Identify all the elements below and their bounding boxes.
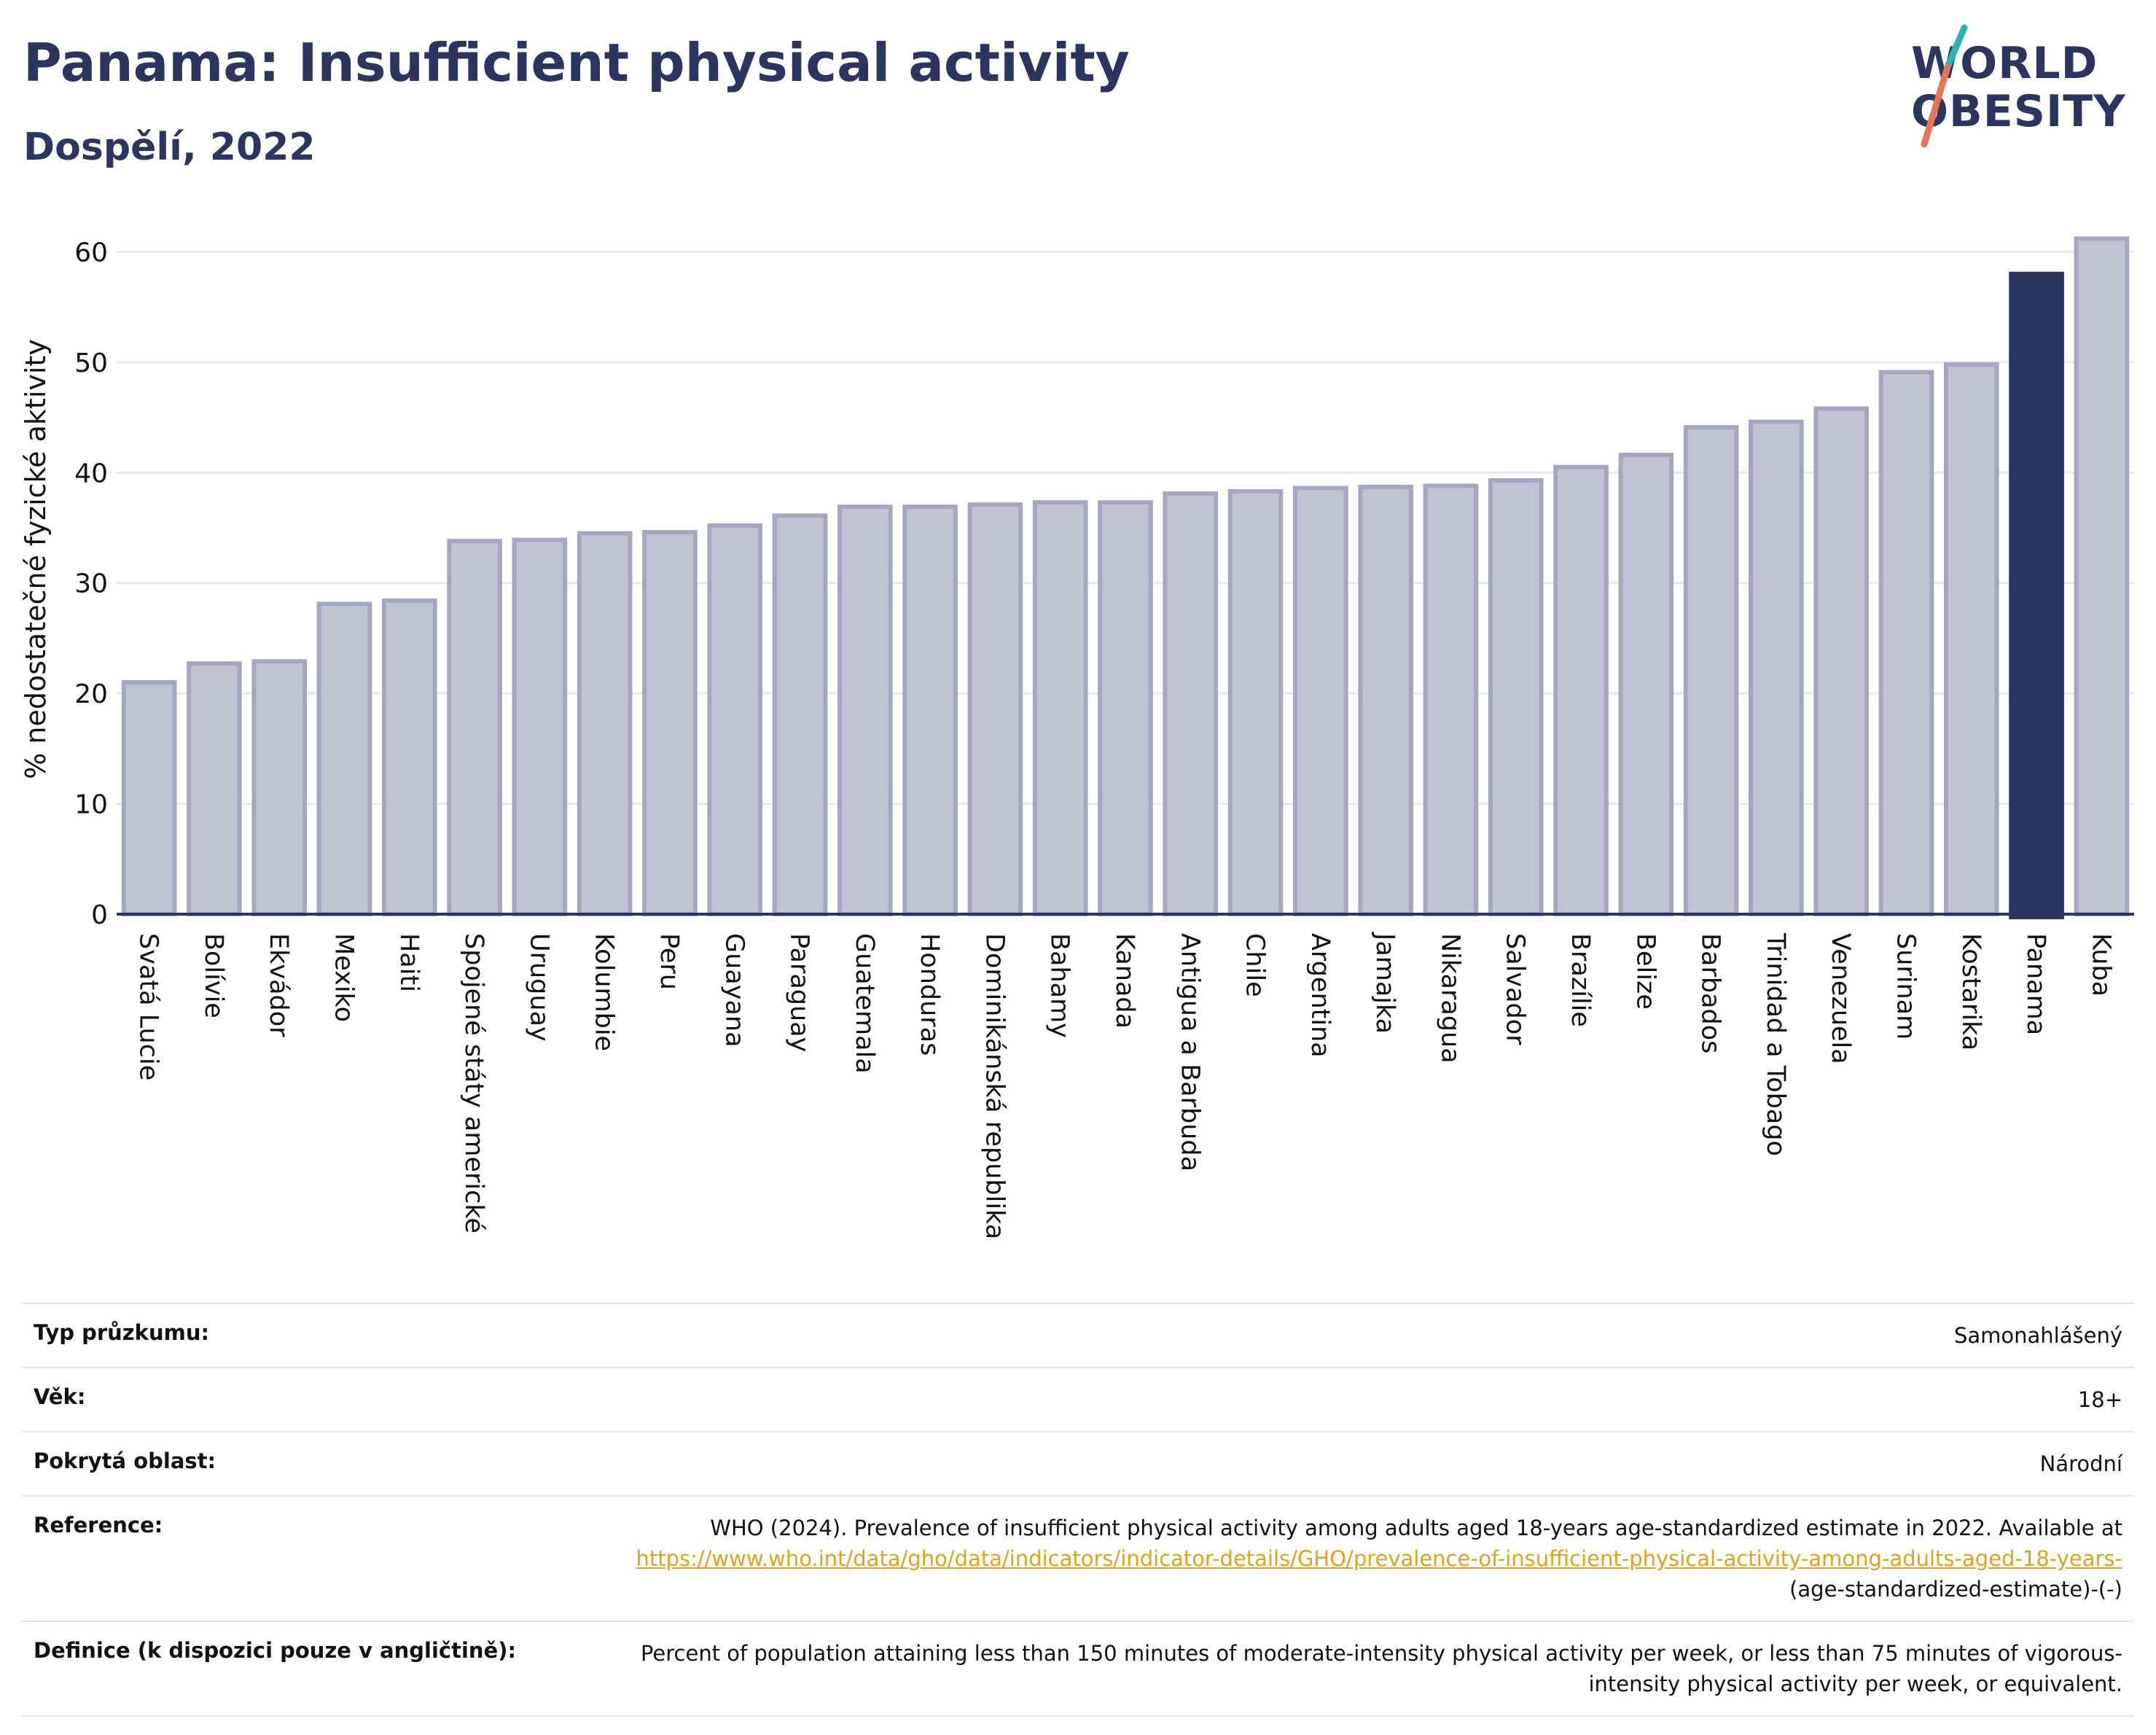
bar bbox=[316, 601, 372, 916]
x-tick-label: Nikaragua bbox=[1435, 933, 1464, 1064]
bar bbox=[707, 523, 763, 916]
bar bbox=[1878, 370, 1934, 916]
meta-row-area: Pokrytá oblast: Národní bbox=[22, 1431, 2134, 1497]
metadata-table: Typ průzkumu: Samonahlášený Věk: 18+ Pok… bbox=[22, 1303, 2134, 1717]
meta-key: Reference: bbox=[22, 1495, 599, 1622]
bar bbox=[187, 661, 242, 916]
y-axis-ticks: 0 10 20 30 40 50 60 bbox=[74, 238, 108, 930]
bar bbox=[2009, 271, 2064, 919]
x-tick-label: Kolumbie bbox=[590, 933, 619, 1051]
bar bbox=[1293, 486, 1348, 916]
reference-suffix: (age-standardized-estimate)-(-) bbox=[1789, 1577, 2122, 1602]
meta-value: 18+ bbox=[599, 1367, 2134, 1432]
meta-key: Typ průzkumu: bbox=[22, 1303, 599, 1368]
bar bbox=[447, 539, 502, 916]
x-tick-label: Brazílie bbox=[1566, 933, 1595, 1027]
x-tick-label: Bolívie bbox=[199, 933, 228, 1018]
bar bbox=[1813, 406, 1870, 916]
bar bbox=[1749, 419, 1804, 916]
meta-key: Definice (k dispozici pouze v angličtině… bbox=[22, 1621, 599, 1717]
y-tick-label: 10 bbox=[74, 790, 108, 820]
bar bbox=[1227, 489, 1284, 916]
x-tick-label: Antigua a Barbuda bbox=[1175, 933, 1204, 1171]
y-tick-label: 50 bbox=[74, 348, 108, 378]
meta-value: Samonahlášený bbox=[599, 1303, 2134, 1368]
bar bbox=[2074, 236, 2130, 916]
x-tick-label: Peru bbox=[655, 933, 684, 990]
x-tick-label: Haiti bbox=[394, 933, 423, 992]
y-tick-label: 0 bbox=[91, 900, 108, 930]
x-tick-label: Bahamy bbox=[1045, 933, 1074, 1038]
meta-value: WHO (2024). Prevalence of insufficient p… bbox=[599, 1495, 2134, 1622]
bar bbox=[902, 504, 958, 916]
reference-link[interactable]: https://www.who.int/data/gho/data/indica… bbox=[636, 1546, 2122, 1571]
bar bbox=[642, 530, 698, 916]
world-obesity-logo: WORLD OBESITY bbox=[1895, 22, 2136, 153]
bar bbox=[1163, 491, 1219, 916]
bar bbox=[1358, 484, 1413, 916]
bar bbox=[1098, 500, 1153, 916]
meta-row-age: Věk: 18+ bbox=[22, 1367, 2134, 1432]
x-tick-label: Kostarika bbox=[1956, 933, 1985, 1050]
meta-key: Pokrytá oblast: bbox=[22, 1431, 599, 1497]
bar bbox=[1553, 464, 1609, 916]
x-axis-labels: Svatá Lucie Bolívie Ekvádor Mexiko Haiti Spoj… bbox=[134, 932, 2116, 1239]
bar bbox=[121, 680, 177, 916]
bar bbox=[1683, 425, 1739, 916]
bar bbox=[1032, 500, 1088, 916]
bar bbox=[381, 598, 437, 916]
y-tick-label: 30 bbox=[74, 569, 108, 599]
logo-text-line2: OBESITY bbox=[1911, 86, 2126, 137]
meta-value: Percent of population attaining less tha… bbox=[599, 1621, 2134, 1717]
chart-subtitle: Dospělí, 2022 bbox=[23, 125, 316, 169]
y-tick-label: 60 bbox=[74, 238, 108, 268]
x-tick-label: Honduras bbox=[915, 933, 944, 1056]
x-tick-label: Uruguay bbox=[524, 933, 553, 1042]
logo-slash-icon bbox=[1921, 24, 1968, 148]
y-tick-label: 40 bbox=[74, 459, 108, 488]
bar bbox=[1943, 362, 1999, 916]
x-tick-label: Panama bbox=[2021, 933, 2050, 1035]
x-tick-label: Guatemala bbox=[850, 933, 879, 1074]
bar bbox=[837, 504, 893, 916]
x-tick-label: Kanada bbox=[1110, 933, 1139, 1029]
bar bbox=[577, 531, 633, 917]
meta-row-survey-type: Typ průzkumu: Samonahlášený bbox=[22, 1303, 2134, 1368]
meta-row-definition: Definice (k dispozici pouze v angličtině… bbox=[22, 1621, 2134, 1717]
bar bbox=[772, 513, 828, 917]
x-tick-label: Svatá Lucie bbox=[134, 933, 163, 1080]
x-tick-label: Argentina bbox=[1305, 933, 1335, 1058]
x-tick-label: Belize bbox=[1630, 933, 1660, 1010]
x-tick-label: Guayana bbox=[719, 933, 749, 1048]
x-tick-label: Paraguay bbox=[785, 933, 814, 1052]
bar bbox=[1423, 483, 1479, 916]
chart-title: Panama: Insufficient physical activity bbox=[23, 32, 1130, 93]
bar bbox=[251, 659, 308, 916]
x-tick-label: Kuba bbox=[2086, 933, 2115, 997]
x-tick-label: Barbados bbox=[1696, 933, 1725, 1053]
meta-value: Národní bbox=[599, 1431, 2134, 1497]
meta-key: Věk: bbox=[22, 1367, 599, 1432]
x-tick-label: Salvador bbox=[1501, 933, 1530, 1045]
chart-bars bbox=[121, 236, 2130, 919]
y-axis-label: % nedostatečné fyzické aktivity bbox=[20, 339, 52, 779]
bar bbox=[512, 537, 568, 916]
x-tick-label: Jamajka bbox=[1370, 932, 1399, 1034]
x-tick-label: Dominikánská republika bbox=[980, 933, 1009, 1239]
x-tick-label: Chile bbox=[1241, 933, 1270, 997]
bar bbox=[967, 502, 1023, 916]
x-tick-label: Trinidad a Tobago bbox=[1761, 932, 1790, 1156]
bar-chart: 0 10 20 30 40 50 60 % nedostatečné fyzické akt… bbox=[20, 236, 2134, 1239]
meta-row-reference: Reference: WHO (2024). Prevalence of ins… bbox=[22, 1495, 2134, 1622]
y-tick-label: 20 bbox=[74, 679, 108, 709]
x-tick-label: Spojené státy americké bbox=[459, 933, 488, 1233]
bar bbox=[1488, 477, 1544, 916]
bar bbox=[1618, 453, 1674, 916]
x-tick-label: Mexiko bbox=[329, 933, 359, 1022]
reference-text: WHO (2024). Prevalence of insufficient p… bbox=[710, 1516, 2122, 1540]
x-tick-label: Venezuela bbox=[1826, 933, 1855, 1064]
x-tick-label: Ekvádor bbox=[264, 933, 293, 1037]
x-tick-label: Surinam bbox=[1891, 933, 1920, 1040]
